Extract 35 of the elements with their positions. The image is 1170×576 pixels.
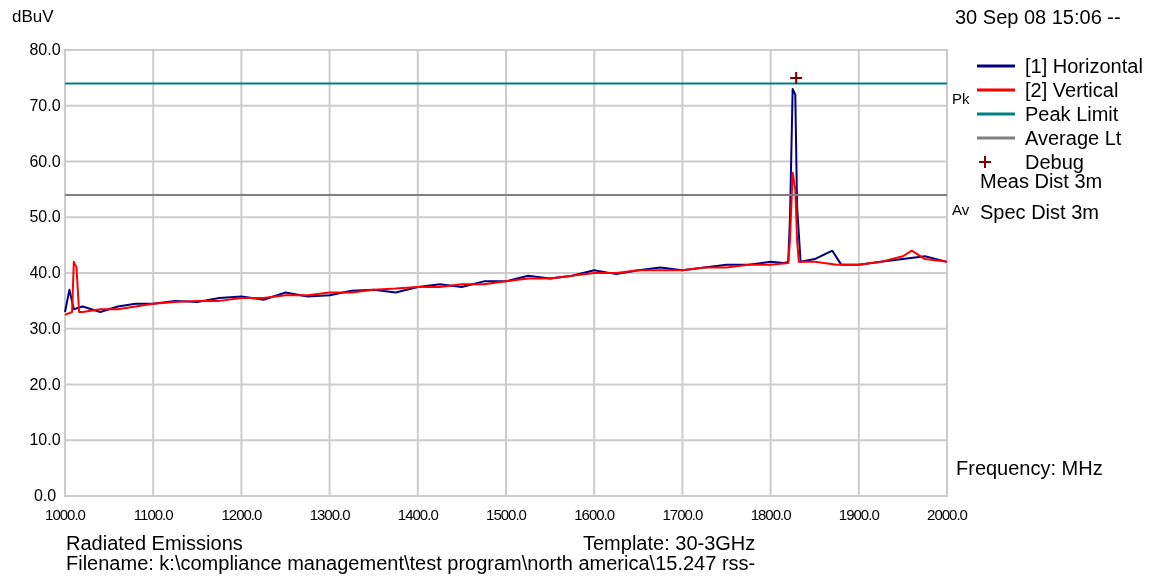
y-tick-label: 0.0 xyxy=(33,487,57,504)
x-tick-label: 1400.0 xyxy=(397,506,439,523)
y-tick-label: 40.0 xyxy=(29,264,61,281)
legend-label: Peak Limit xyxy=(1025,103,1119,125)
x-tick-label: 1500.0 xyxy=(486,506,527,523)
x-tick-label: 1900.0 xyxy=(838,506,880,523)
x-tick-label: 1700.0 xyxy=(662,506,703,523)
text: Av xyxy=(952,201,970,218)
x-tick-label: 2000.0 xyxy=(927,506,968,523)
legend-label: Average Lt xyxy=(1025,127,1122,149)
y-tick-label: 70.0 xyxy=(29,96,61,114)
x-tick-label: 1000.0 xyxy=(45,506,86,523)
text: Radiated Emissions xyxy=(66,532,243,554)
text: Template: 30-3GHz xyxy=(583,532,756,554)
y-tick-label: 50.0 xyxy=(29,208,61,226)
text: 30 Sep 08 15:06 -- xyxy=(955,6,1121,28)
x-axis-title: Frequency: MHz xyxy=(956,457,1103,479)
y-tick-label: 20.0 xyxy=(29,375,61,393)
x-tick-label: 1800.0 xyxy=(750,506,792,523)
x-tick-label: 1200.0 xyxy=(221,506,262,523)
line-series xyxy=(64,88,948,314)
legend-label: [1] Horizontal xyxy=(1025,55,1143,77)
x-tick-label: 1600.0 xyxy=(574,506,615,523)
y-tick-label: 80.0 xyxy=(29,41,61,58)
x-tick-label: 1300.0 xyxy=(309,506,351,523)
legend-label: [2] Vertical xyxy=(1025,79,1119,101)
legend-label: Debug xyxy=(1025,151,1084,173)
text: Pk xyxy=(952,90,970,107)
y-tick-label: 10.0 xyxy=(29,431,61,449)
line-series xyxy=(64,171,948,316)
y-tick-label: 60.0 xyxy=(29,152,61,170)
y-axis-title: dBuV xyxy=(12,7,55,26)
y-tick-label: 30.0 xyxy=(29,319,61,337)
text: Spec Dist 3m xyxy=(980,201,1099,223)
x-tick-label: 1100.0 xyxy=(133,506,174,523)
